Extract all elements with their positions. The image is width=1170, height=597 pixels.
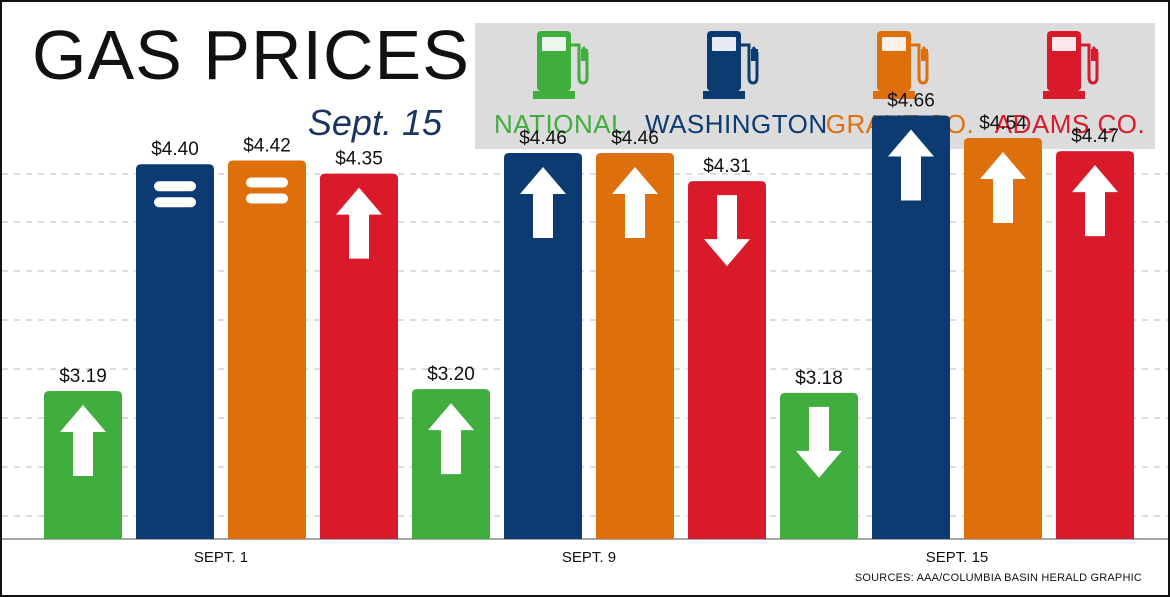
page-subtitle: Sept. 15 xyxy=(307,102,442,143)
gas-pump-icon xyxy=(873,31,929,99)
data-label: $4.66 xyxy=(887,91,935,112)
bar-washingtonsept-1 xyxy=(136,164,214,539)
legend-item-national: NATIONAL xyxy=(475,23,645,149)
gas-pump-icon xyxy=(533,31,589,99)
equals-icon xyxy=(154,181,196,208)
arrow-up-icon xyxy=(980,152,1026,224)
x-tick-label: SEPT. 9 xyxy=(562,549,616,566)
gas-pump-icon xyxy=(703,31,759,99)
data-label: $4.35 xyxy=(335,149,383,170)
data-label: $4.46 xyxy=(611,128,659,149)
bar-adams-co-sept-15 xyxy=(1056,151,1134,540)
bar-grant-co-sept-9 xyxy=(596,153,674,539)
bar-grant-co-sept-15 xyxy=(964,138,1042,539)
legend-label: NATIONAL xyxy=(493,109,627,139)
arrow-up-icon xyxy=(888,129,934,201)
bar-adams-co-sept-9 xyxy=(688,181,766,539)
arrow-down-icon xyxy=(704,195,750,267)
gas-pump-icon xyxy=(1043,31,1099,99)
legend: NATIONAL WASHINGTON GRANT CO. ADAMS CO. xyxy=(475,23,1155,149)
equals-icon xyxy=(246,177,288,204)
data-label: $4.47 xyxy=(1071,126,1119,147)
legend-label: WASHINGTON xyxy=(645,109,828,139)
page-title: GAS PRICES xyxy=(32,16,470,94)
arrow-up-icon xyxy=(428,403,474,475)
x-tick-label: SEPT. 1 xyxy=(194,549,248,566)
arrow-down-icon xyxy=(796,406,842,478)
data-label: $3.18 xyxy=(795,368,843,389)
legend-item-adams-co: ADAMS CO. xyxy=(985,23,1155,149)
data-label: $3.19 xyxy=(59,366,107,387)
arrow-up-icon xyxy=(520,167,566,239)
data-label: $4.54 xyxy=(979,113,1027,134)
data-label: $4.40 xyxy=(151,139,199,160)
bar-nationalsept-15 xyxy=(780,392,858,539)
data-label: $4.42 xyxy=(243,135,291,156)
arrow-up-icon xyxy=(612,167,658,239)
legend-label: ADAMS CO. xyxy=(994,109,1146,139)
source-credit: SOURCES: AAA/COLUMBIA BASIN HERALD GRAPH… xyxy=(854,572,1142,584)
data-label: $4.31 xyxy=(703,156,751,177)
bar-washingtonsept-9 xyxy=(504,153,582,539)
bar-washingtonsept-15 xyxy=(872,115,950,539)
data-label: $3.20 xyxy=(427,364,475,385)
legend-item-washington: WASHINGTON xyxy=(645,23,828,149)
bar-nationalsept-1 xyxy=(44,391,122,539)
data-label: $4.46 xyxy=(519,128,567,149)
arrow-up-icon xyxy=(60,405,106,476)
bar-adams-co-sept-1 xyxy=(320,173,398,539)
bar-nationalsept-9 xyxy=(412,389,490,539)
bar-grant-co-sept-1 xyxy=(228,160,306,540)
arrow-up-icon xyxy=(336,187,382,259)
arrow-up-icon xyxy=(1072,165,1118,237)
x-tick-label: SEPT. 15 xyxy=(926,549,989,566)
